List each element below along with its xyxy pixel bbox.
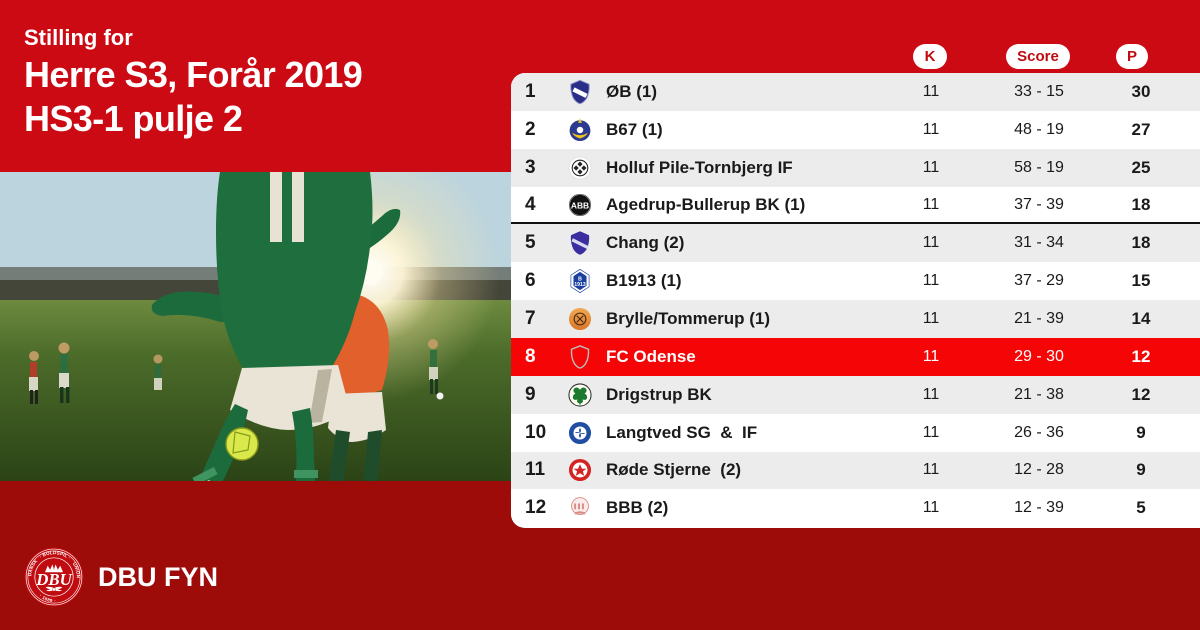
svg-text:ABB: ABB	[571, 201, 589, 211]
svg-text:1913: 1913	[574, 282, 586, 288]
svg-text:B: B	[578, 277, 582, 283]
svg-text:DBU: DBU	[35, 570, 72, 589]
